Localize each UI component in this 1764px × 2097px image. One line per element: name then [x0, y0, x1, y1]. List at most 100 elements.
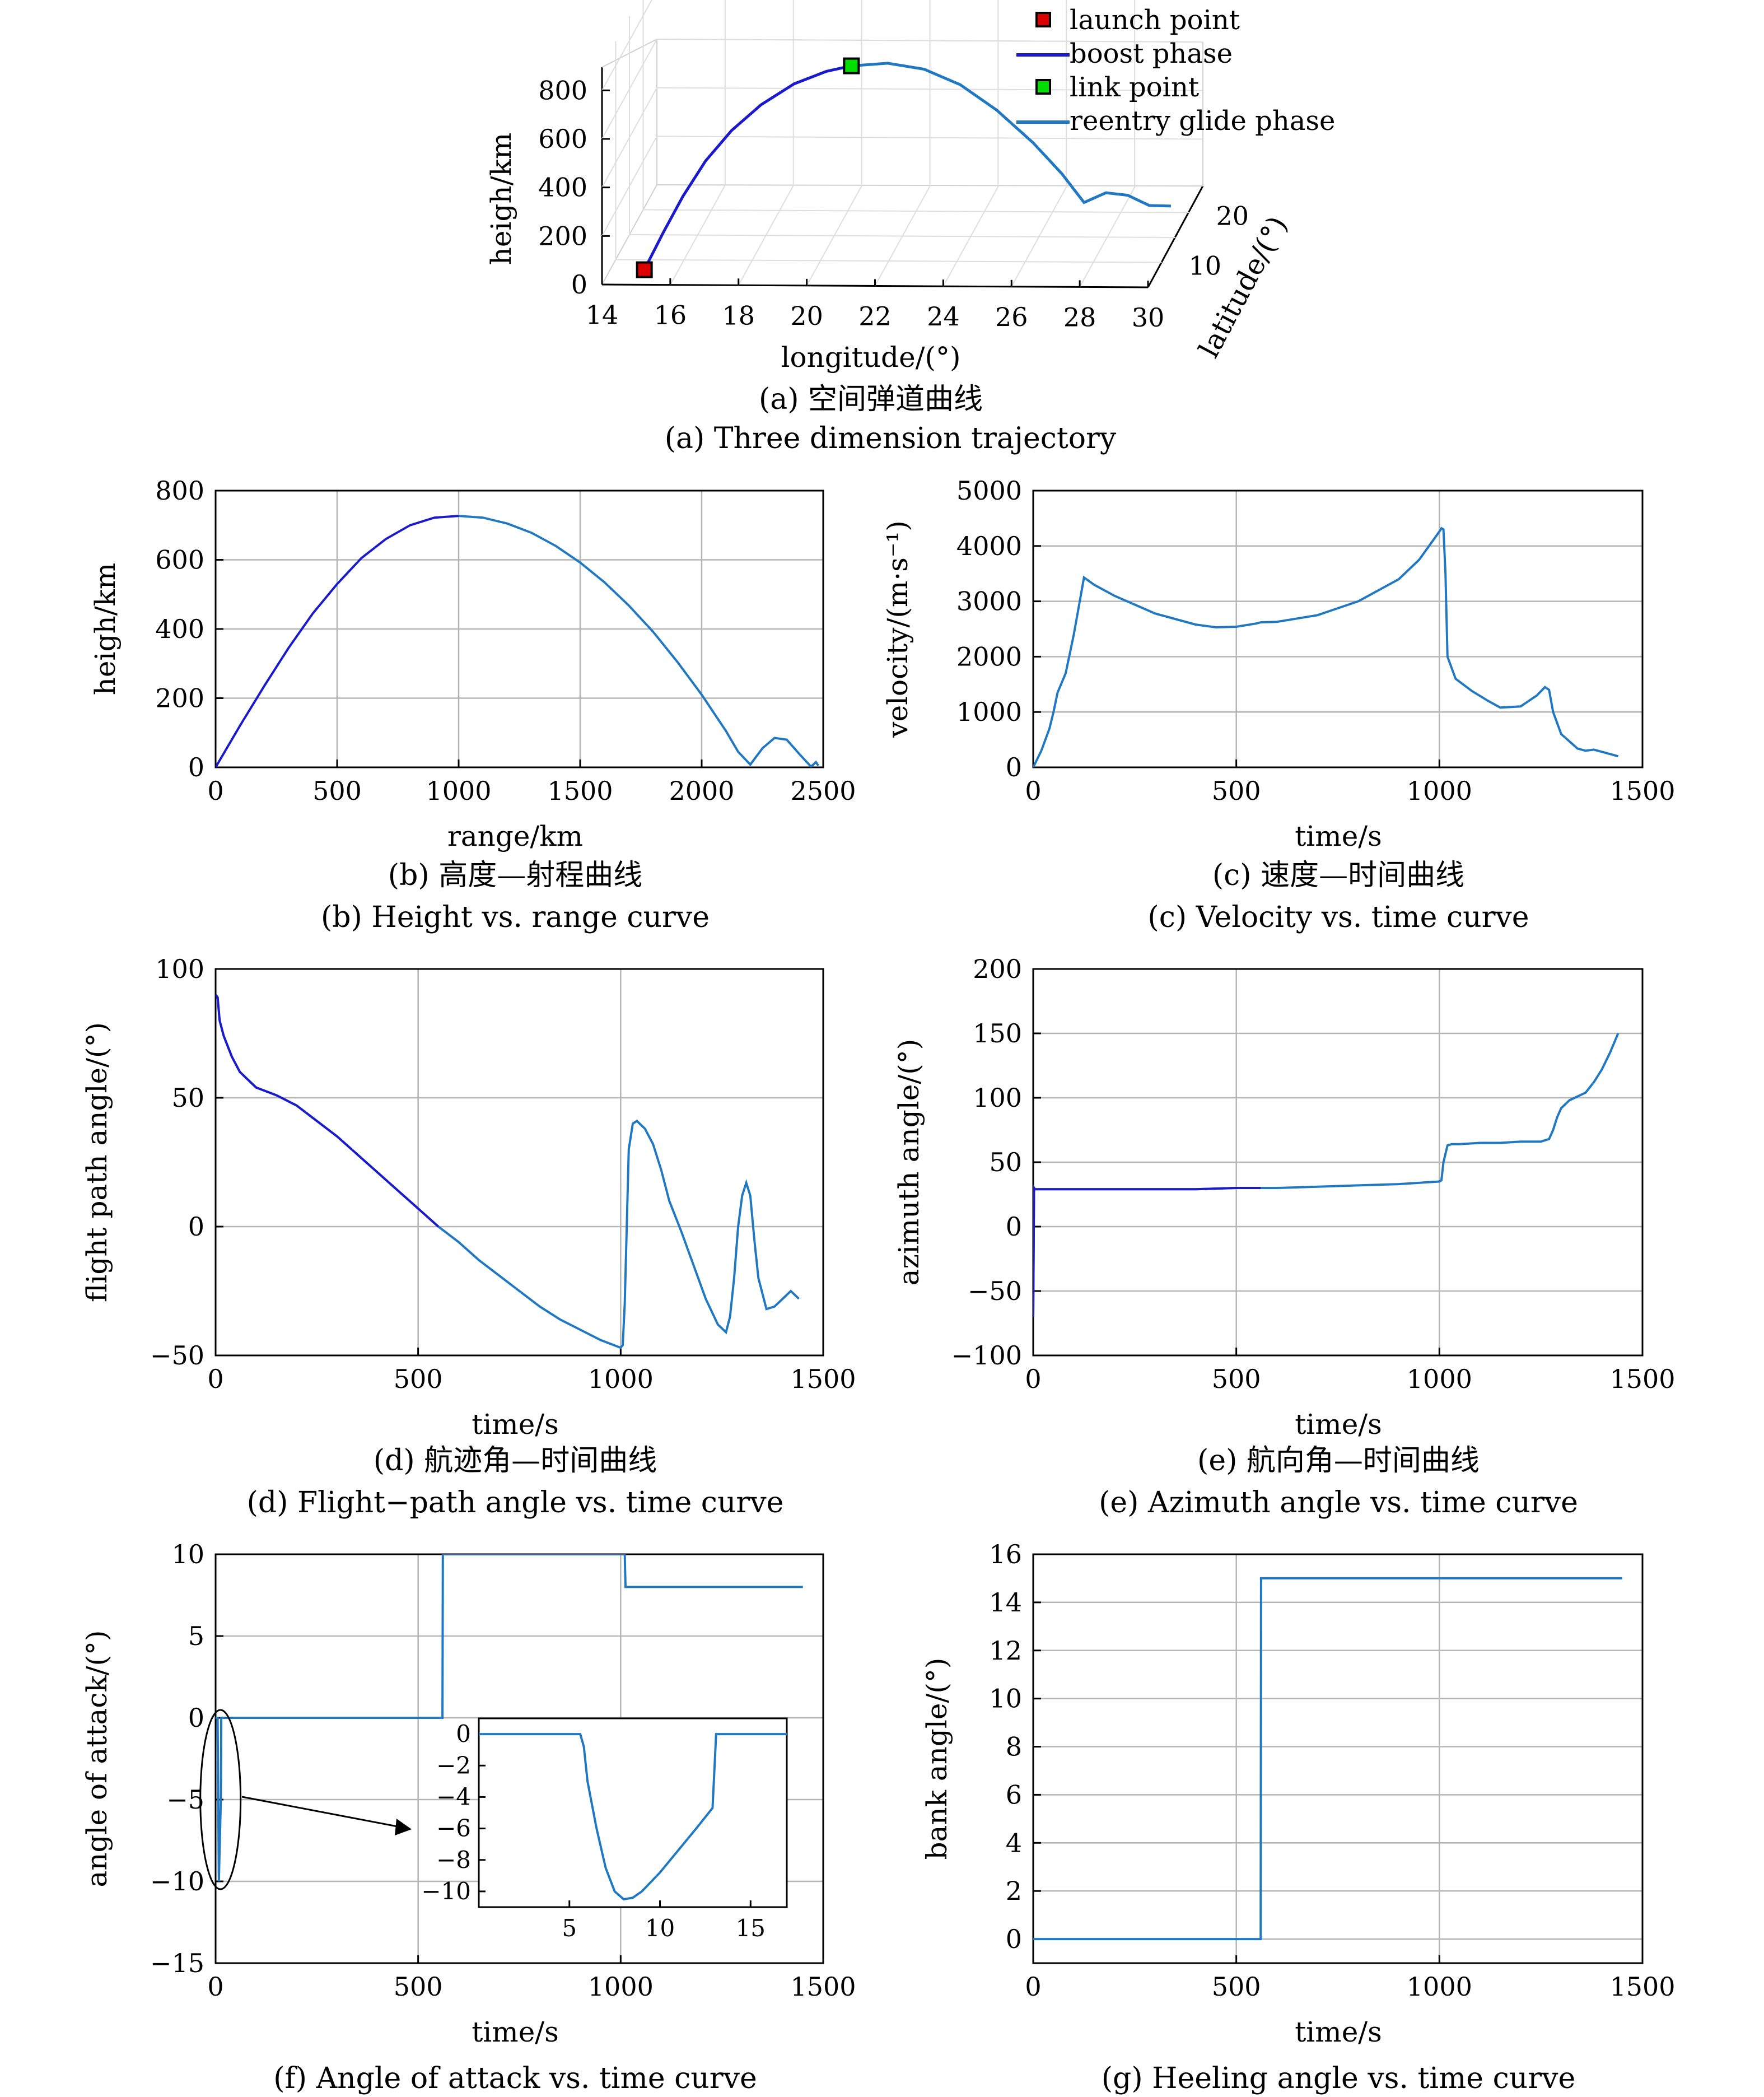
b-ytick-label: 0 — [188, 752, 204, 782]
f-inset-xtick-label: 10 — [645, 1914, 675, 1942]
e-ytick-label: 50 — [989, 1147, 1022, 1177]
a-ylabel: latitude/(°) — [1192, 211, 1294, 362]
g-ytick-label: 16 — [989, 1539, 1022, 1569]
d-xtick-label: 0 — [207, 1364, 223, 1394]
g-ylabel: bank angle/(°) — [921, 1658, 953, 1860]
f-inset-ytick-label: −4 — [436, 1783, 471, 1810]
legend-boost-label: boost phase — [1070, 38, 1233, 69]
a-xtick-label: 28 — [1063, 302, 1096, 332]
a-grid-z-400 — [601, 87, 1203, 188]
f-zoom-arrow-line — [241, 1796, 401, 1828]
e-caption-en: (e) Azimuth angle vs. time curve — [1099, 1486, 1578, 1520]
e-ytick-label: 150 — [973, 1018, 1022, 1048]
a-grid-z-600 — [601, 38, 1203, 139]
d-xlabel: time/s — [472, 1408, 559, 1441]
f-ytick-label: 0 — [188, 1703, 204, 1733]
a-grid-x-22 — [874, 0, 931, 286]
f-zoom-arrow-head — [395, 1819, 412, 1835]
a-ytick-label: 20 — [1216, 201, 1249, 231]
g-series-bank-angle — [1033, 1577, 1622, 1941]
f-ytick-label: 10 — [171, 1539, 204, 1569]
f-inset-ytick-label: 0 — [456, 1720, 471, 1748]
g-ytick-label: 8 — [1006, 1732, 1022, 1762]
g-ytick-label: 6 — [1006, 1779, 1022, 1810]
a-ztick-label: 200 — [538, 221, 587, 251]
f-xlabel: time/s — [472, 2016, 559, 2048]
e-caption-cn: (e) 航向角—时间曲线 — [1197, 1444, 1480, 1478]
c-ytick-label: 3000 — [956, 586, 1022, 617]
g-ytick-label: 4 — [1006, 1828, 1022, 1858]
d-ytick-label: 50 — [171, 1083, 204, 1113]
g-xtick-label: 1500 — [1609, 1972, 1675, 2002]
d-xtick-label: 1500 — [790, 1364, 856, 1394]
e-xtick-label: 0 — [1025, 1364, 1041, 1394]
a-grid-z-200 — [601, 136, 1203, 236]
f-ytick-label: −5 — [166, 1784, 204, 1815]
a-xtick-label: 14 — [586, 300, 619, 330]
f-zoom-ellipse — [199, 1709, 242, 1890]
g-xtick-label: 1000 — [1407, 1972, 1472, 2002]
b-xlabel: range/km — [447, 820, 583, 852]
a-grid-y-20 — [642, 0, 1189, 213]
f-inset-ytick-label: −10 — [421, 1877, 471, 1905]
c-xtick-label: 500 — [1212, 776, 1261, 806]
e-xtick-label: 1500 — [1609, 1364, 1675, 1394]
legend-launch-label: launch point — [1070, 4, 1240, 36]
f-inset-xtick-label: 15 — [736, 1914, 766, 1942]
a-grid-x-16 — [669, 0, 726, 286]
c-caption-en: (c) Velocity vs. time curve — [1147, 901, 1529, 934]
f-inset-ytick-label: −8 — [436, 1846, 471, 1874]
c-ytick-label: 5000 — [956, 476, 1022, 506]
b-xtick-label: 2500 — [790, 776, 856, 806]
panels-2d: 0 500 1000 1500 2000 25000200400600800range/k… — [81, 476, 1676, 2048]
a-grid-y-10 — [615, 41, 1162, 263]
f-inset-ytick-label: −6 — [436, 1815, 471, 1842]
f-inset-frame — [478, 1717, 788, 1908]
c-ytick-label: 4000 — [956, 531, 1022, 561]
f-inset-series — [479, 1733, 787, 1901]
a-grid — [601, 0, 1203, 287]
g-ytick-label: 14 — [989, 1587, 1022, 1618]
d-caption-en: (d) Flight−path angle vs. time curve — [247, 1486, 784, 1520]
g-ytick-label: 12 — [989, 1635, 1022, 1666]
a-link-point-marker — [843, 57, 860, 74]
a-grid-x-18 — [738, 0, 794, 286]
d-frame — [214, 968, 824, 1357]
c-xtick-label: 1000 — [1407, 776, 1472, 806]
f-inset-xtick-label: 5 — [562, 1914, 577, 1942]
e-ylabel: azimuth angle/(°) — [893, 1039, 925, 1285]
d-ylabel: flight path angle/(°) — [81, 1022, 113, 1302]
b-ytick-label: 600 — [155, 545, 204, 575]
legend-glide-label: reentry glide phase — [1070, 105, 1335, 137]
e-xtick-label: 500 — [1212, 1364, 1261, 1394]
f-caption-en: (f) Angle of attack vs. time curve — [273, 2062, 757, 2095]
c-ytick-label: 0 — [1006, 752, 1022, 782]
b-xtick-label: 1000 — [426, 776, 491, 806]
e-ytick-label: 200 — [973, 954, 1022, 984]
a-grid-x-24 — [942, 0, 999, 287]
e-ytick-label: −50 — [968, 1276, 1022, 1306]
c-series-velocity — [1033, 526, 1619, 767]
panel-f: 0 500 1000 1500 −15 −10 −5 0 5 10 time/s angle of a… — [81, 1539, 856, 2048]
d-ytick-label: −50 — [150, 1340, 204, 1371]
e-boost-segment — [1033, 1184, 1261, 1317]
f-series-angle-of-attack — [216, 1554, 803, 1882]
b-xtick-label: 500 — [312, 776, 362, 806]
a-xlabel: longitude/(°) — [781, 341, 960, 374]
b-xtick-label: 1500 — [547, 776, 613, 806]
f-ytick-label: 5 — [188, 1621, 204, 1651]
a-grid-x-26 — [1011, 0, 1067, 287]
a-glide-line — [851, 62, 1171, 208]
a-grid-x-20 — [806, 0, 862, 286]
c-caption-cn: (c) 速度—时间曲线 — [1212, 859, 1464, 892]
a-launch-point-marker — [636, 261, 653, 278]
d-ytick-label: 0 — [188, 1211, 204, 1242]
a-xtick-label: 22 — [858, 301, 892, 332]
panel-g: 0 500 1000 1500 0 2 4 6 8 10 12 14 16 time/s bank angl… — [921, 1539, 1676, 2048]
legend-launch-swatch — [1035, 12, 1051, 27]
g-xlabel: time/s — [1295, 2016, 1382, 2048]
panel-e: 0 500 1000 1500 −100 −50 0 50 100 150 200 time/s azi… — [893, 954, 1676, 1441]
b-xtick-label: 0 — [207, 776, 223, 806]
a-caption-en: (a) Three dimension trajectory — [665, 422, 1117, 455]
